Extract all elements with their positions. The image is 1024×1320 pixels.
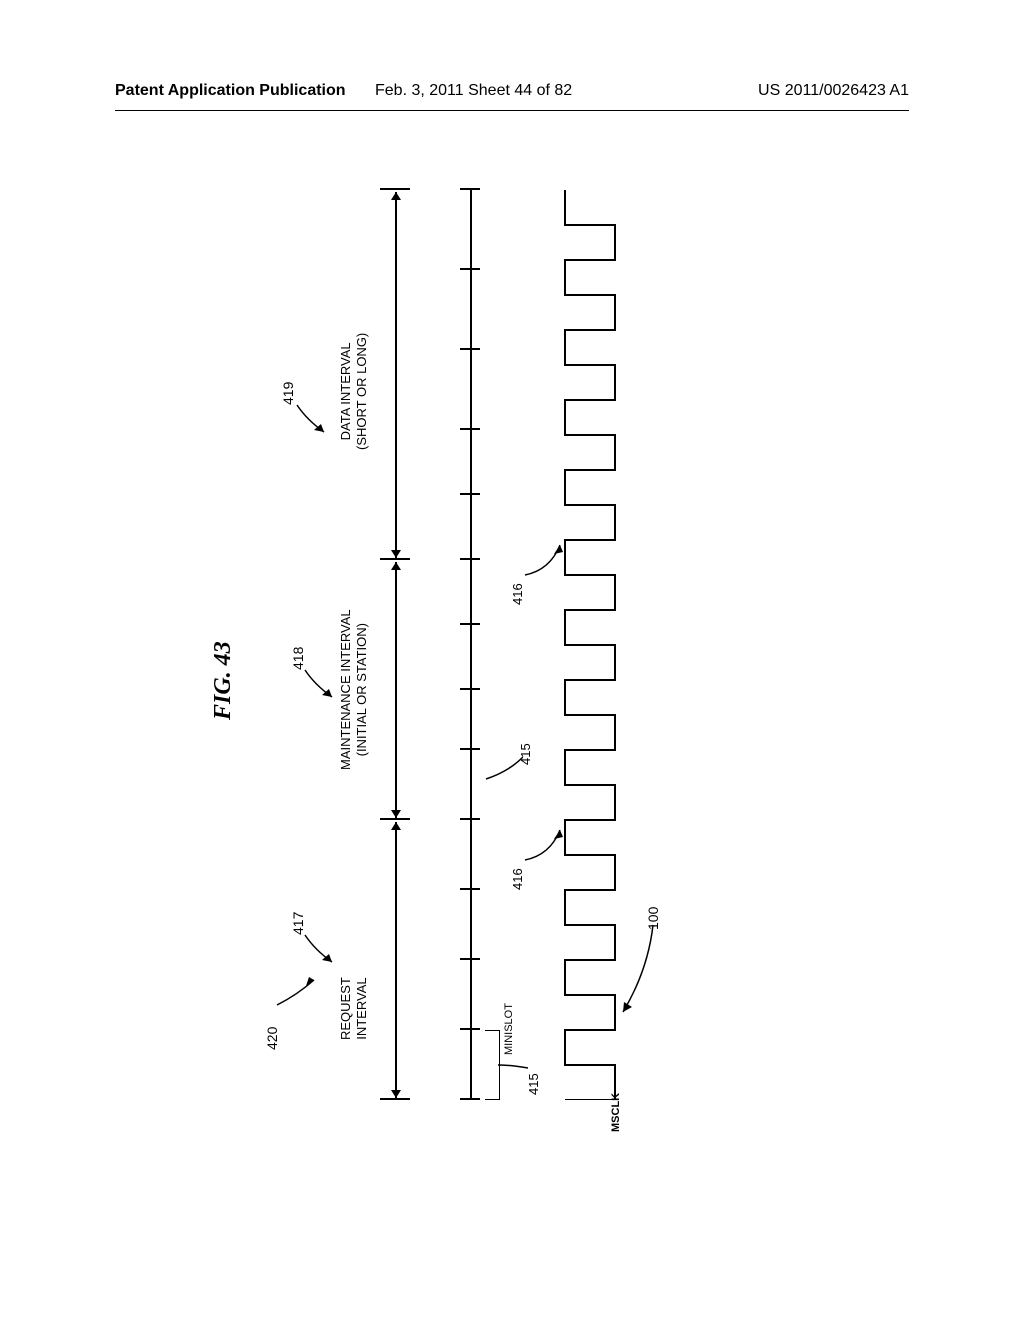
timeline-tick [460, 1098, 480, 1100]
interval-divider-2 [380, 819, 410, 821]
figure-container: FIG. 43 420 417 418 419 REQUEST IN [200, 150, 680, 1150]
request-interval-arrow [395, 822, 397, 1098]
clock-signal [560, 190, 620, 1100]
arrow-415-b [478, 752, 523, 782]
msclk-label: MSCLK [610, 1093, 622, 1132]
interval-divider-4 [380, 189, 410, 191]
arrow-415-a [490, 1040, 530, 1070]
timeline-tick [460, 748, 480, 750]
timeline-tick [460, 818, 480, 820]
ref-label-415-a: 415 [526, 1073, 541, 1095]
data-interval-label: DATA INTERVAL (SHORT OR LONG) [338, 333, 369, 450]
figure-content: FIG. 43 420 417 418 419 REQUEST IN [200, 150, 680, 1150]
arrow-417 [300, 930, 340, 970]
timeline-tick [460, 428, 480, 430]
request-interval-label: REQUEST INTERVAL [338, 977, 369, 1040]
timeline-tick [460, 188, 480, 190]
figure-title: FIG. 43 [210, 641, 237, 720]
interval-divider-3 [380, 559, 410, 561]
timeline-tick [460, 623, 480, 625]
timeline-tick [460, 1028, 480, 1030]
maintenance-interval-label: MAINTENANCE INTERVAL (INITIAL OR STATION… [338, 609, 369, 770]
ref-label-416-b: 416 [510, 583, 525, 605]
header-publication: Patent Application Publication [115, 82, 346, 100]
header-date-sheet: Feb. 3, 2011 Sheet 44 of 82 [375, 82, 572, 100]
arrow-418 [300, 665, 340, 705]
timeline-tick [460, 348, 480, 350]
ref-label-416-a: 416 [510, 868, 525, 890]
timeline-tick [460, 958, 480, 960]
patent-header: Patent Application Publication Feb. 3, 2… [0, 82, 1024, 112]
header-divider [115, 110, 909, 111]
timeline-tick [460, 888, 480, 890]
arrow-419 [292, 400, 332, 440]
arrow-416-b [520, 530, 565, 580]
maintenance-interval-arrow [395, 562, 397, 818]
arrow-100 [618, 920, 658, 1020]
timeline [470, 190, 472, 1100]
timeline-tick [460, 268, 480, 270]
interval-divider-1 [380, 1099, 410, 1101]
ref-label-420: 420 [264, 1027, 280, 1050]
header-patent-number: US 2011/0026423 A1 [758, 82, 909, 100]
timeline-tick [460, 558, 480, 560]
timeline-tick [460, 493, 480, 495]
arrow-416-a [520, 815, 565, 865]
timeline-tick [460, 688, 480, 690]
arrow-420 [272, 970, 322, 1010]
data-interval-arrow [395, 192, 397, 558]
